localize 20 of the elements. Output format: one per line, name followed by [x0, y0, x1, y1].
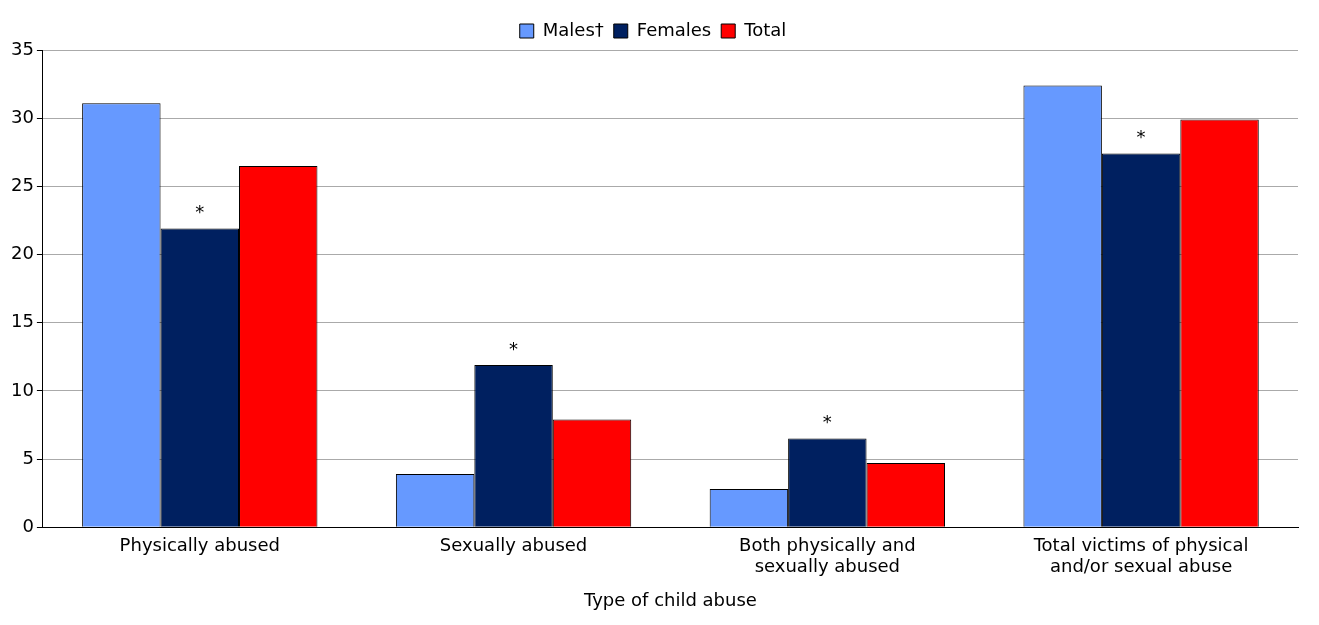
legend-label: Females	[636, 18, 712, 40]
legend-label: Males†	[542, 18, 604, 40]
y-tick-label: 35	[11, 37, 34, 59]
x-tick-label: Sexually abused	[439, 533, 588, 555]
annotation: *	[822, 411, 832, 433]
y-tick-label: 15	[11, 310, 34, 332]
y-tick-label: 0	[22, 514, 34, 536]
y-tick-label: 5	[22, 446, 34, 468]
legend-label: Total	[743, 18, 787, 40]
y-tick-label: 10	[11, 378, 34, 400]
x-tick-label: Total victims of physical and/or sexual abuse	[1032, 533, 1249, 577]
annotation: *	[509, 337, 519, 359]
x-tick-label: Physically abused	[119, 533, 280, 555]
y-tick-label: 25	[11, 174, 34, 196]
y-tick-label: 20	[11, 242, 34, 264]
y-tick-label: 30	[11, 105, 34, 127]
annotation: *	[1136, 126, 1146, 148]
annotation: *	[195, 201, 205, 223]
x-axis-title: Type of child abuse	[582, 588, 757, 610]
x-tick-label: Both physically and sexually abused	[739, 533, 916, 577]
